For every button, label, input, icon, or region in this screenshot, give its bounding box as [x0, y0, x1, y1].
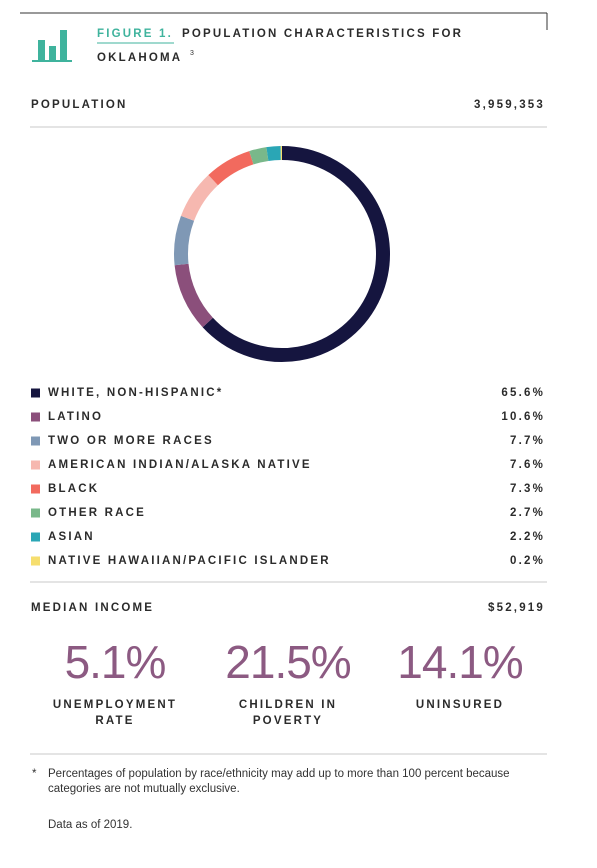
- stat-value: 21.5%: [225, 636, 351, 688]
- title: OKLAHOMA: [97, 52, 182, 64]
- legend: WHITE, NON-HISPANIC* 65.6% LATINO 10.6% TWO …: [31, 387, 545, 567]
- legend-value: 2.2%: [510, 531, 545, 543]
- stat-label: RATE: [95, 715, 134, 727]
- legend-swatch: [31, 508, 40, 518]
- legend-swatch: [31, 388, 40, 398]
- legend-value: 2.7%: [510, 507, 545, 519]
- chart-icon: [32, 30, 72, 62]
- income-value: $52,919: [488, 602, 545, 614]
- legend-label: TWO OR MORE RACES: [48, 435, 214, 447]
- legend-label: AMERICAN INDIAN/ALASKA NATIVE: [48, 459, 312, 471]
- stat-label: UNEMPLOYMENT: [53, 699, 177, 711]
- footnote: Percentages of population by race/ethnic…: [48, 768, 510, 780]
- donut-chart: [174, 145, 390, 362]
- legend-swatch: [31, 484, 40, 494]
- stats: 5.1% UNEMPLOYMENT RATE 21.5% CHILDREN IN POVE…: [53, 636, 524, 727]
- legend-value: 10.6%: [501, 411, 545, 423]
- legend-value: 7.7%: [510, 435, 545, 447]
- donut-segment: [208, 151, 254, 186]
- donut-segment: [249, 147, 269, 165]
- footnote-ref: 3: [190, 50, 194, 57]
- legend-label: LATINO: [48, 411, 103, 423]
- legend-label: NATIVE HAWAIIAN/PACIFIC ISLANDER: [48, 555, 331, 567]
- donut-segment: [174, 263, 214, 328]
- legend-value: 65.6%: [501, 387, 545, 399]
- income-label: MEDIAN INCOME: [31, 602, 154, 614]
- legend-swatch: [31, 532, 40, 542]
- population-label: POPULATION: [31, 99, 128, 111]
- donut-segment: [174, 215, 195, 266]
- donut-segment: [202, 146, 390, 362]
- donut-segment: [266, 146, 281, 162]
- legend-value: 7.3%: [510, 483, 545, 495]
- legend-value: 7.6%: [510, 459, 545, 471]
- legend-swatch: [31, 556, 40, 566]
- footnote-marker: *: [32, 768, 37, 780]
- stat-label: POVERTY: [253, 715, 323, 727]
- donut-segment: [180, 174, 219, 221]
- stat-label: UNINSURED: [416, 699, 504, 711]
- title: POPULATION CHARACTERISTICS FOR: [182, 28, 463, 40]
- legend-label: WHITE, NON-HISPANIC*: [48, 387, 223, 399]
- footnote: categories are not mutually exclusive.: [48, 783, 240, 795]
- figure-label: FIGURE 1.: [97, 28, 173, 40]
- legend-swatch: [31, 460, 40, 470]
- legend-label: OTHER RACE: [48, 507, 146, 519]
- population-value: 3,959,353: [474, 99, 545, 111]
- stat-value: 14.1%: [397, 636, 523, 688]
- legend-label: ASIAN: [48, 531, 95, 543]
- stat-value: 5.1%: [65, 636, 166, 688]
- stat-label: CHILDREN IN: [239, 699, 337, 711]
- legend-label: BLACK: [48, 483, 99, 495]
- legend-swatch: [31, 436, 40, 446]
- legend-swatch: [31, 412, 40, 422]
- data-note: Data as of 2019.: [48, 819, 132, 831]
- legend-value: 0.2%: [510, 555, 545, 567]
